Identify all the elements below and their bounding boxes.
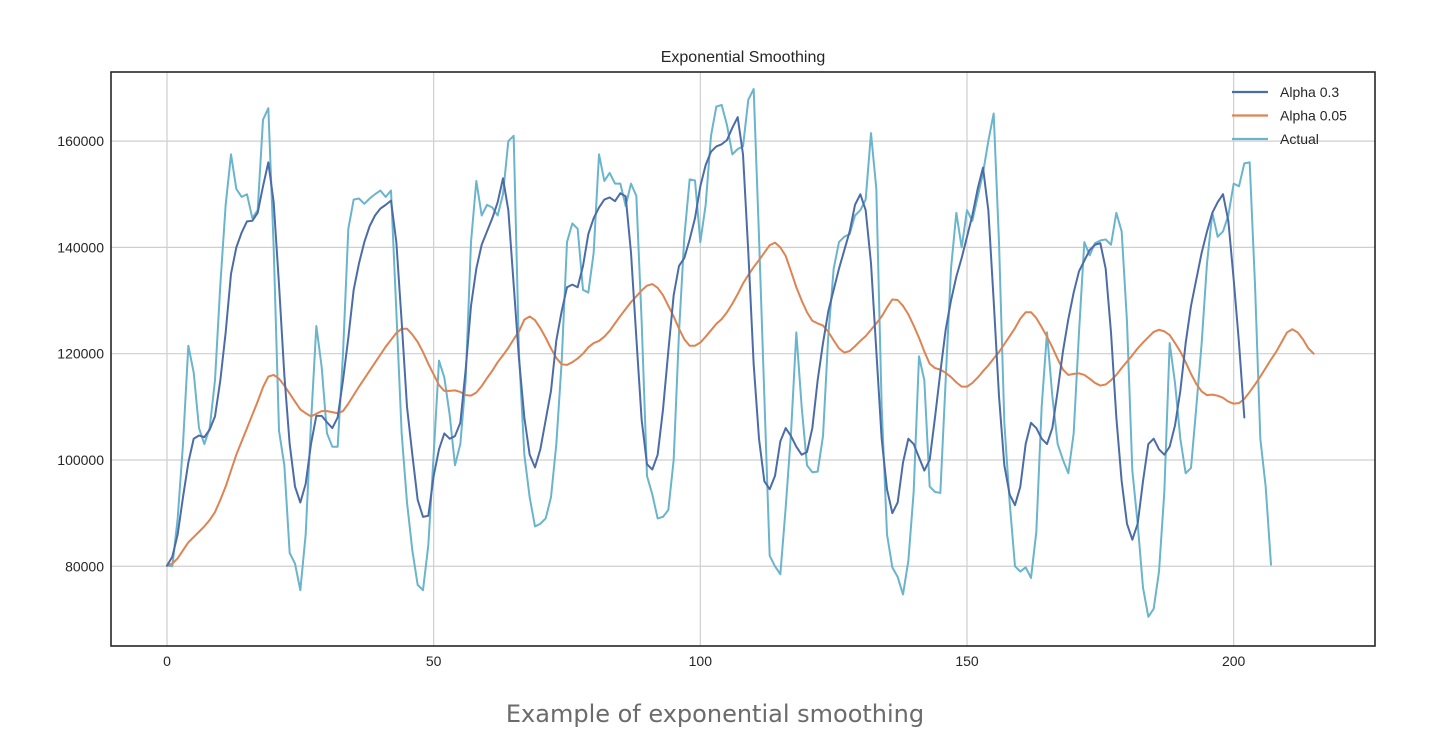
figure: 0 50 100 150 200 80000 100000 120000 140000 16000…: [57, 49, 1376, 669]
legend: Alpha 0.3 Alpha 0.05 Actual: [1232, 84, 1347, 147]
chart-title: Exponential Smoothing: [661, 49, 826, 66]
series-line-alpha-0-3: [166, 116, 1246, 567]
figure-caption: Example of exponential smoothing: [505, 700, 925, 728]
series-layer: [166, 88, 1315, 618]
grid-layer: [111, 72, 1375, 646]
x-tick-label: 150: [955, 653, 979, 669]
x-tick-label: 50: [426, 653, 442, 669]
tick-layer: 0 50 100 150 200 80000 100000 120000 140000 16000…: [57, 133, 1245, 669]
y-tick-label: 100000: [57, 452, 104, 468]
y-tick-label: 160000: [57, 133, 104, 149]
series-line-alpha-0-05: [166, 241, 1315, 567]
plot-frame: [110, 71, 1376, 647]
x-tick-label: 100: [689, 653, 713, 669]
legend-label: Alpha 0.3: [1280, 84, 1339, 100]
x-tick-label: 0: [163, 653, 171, 669]
y-tick-label: 120000: [57, 346, 104, 362]
x-tick-label: 200: [1222, 653, 1246, 669]
legend-label: Alpha 0.05: [1280, 108, 1347, 124]
y-tick-label: 140000: [57, 239, 104, 255]
series-line-actual: [166, 88, 1272, 618]
legend-label: Actual: [1280, 131, 1319, 147]
y-tick-label: 80000: [65, 558, 104, 574]
exponential-smoothing-chart: 0 50 100 150 200 80000 100000 120000 140000 16000…: [57, 49, 1376, 669]
